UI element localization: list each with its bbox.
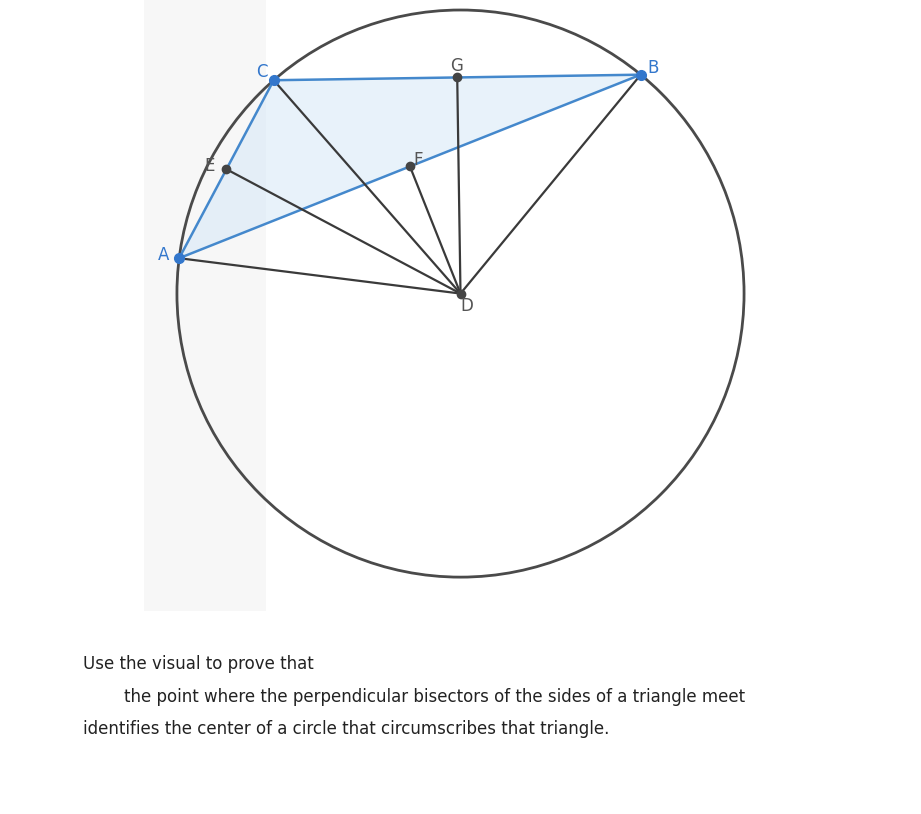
Text: A: A — [157, 247, 169, 265]
Polygon shape — [180, 75, 641, 258]
Text: D: D — [460, 297, 473, 315]
Bar — [127, 0, 266, 627]
Text: B: B — [647, 59, 659, 77]
Text: Use the visual to prove that: Use the visual to prove that — [83, 655, 314, 673]
Text: G: G — [449, 57, 462, 76]
Text: F: F — [414, 151, 423, 168]
Text: C: C — [256, 63, 267, 81]
Text: the point where the perpendicular bisectors of the sides of a triangle meet: the point where the perpendicular bisect… — [124, 688, 745, 706]
Text: E: E — [204, 157, 215, 176]
Text: identifies the center of a circle that circumscribes that triangle.: identifies the center of a circle that c… — [83, 720, 610, 738]
